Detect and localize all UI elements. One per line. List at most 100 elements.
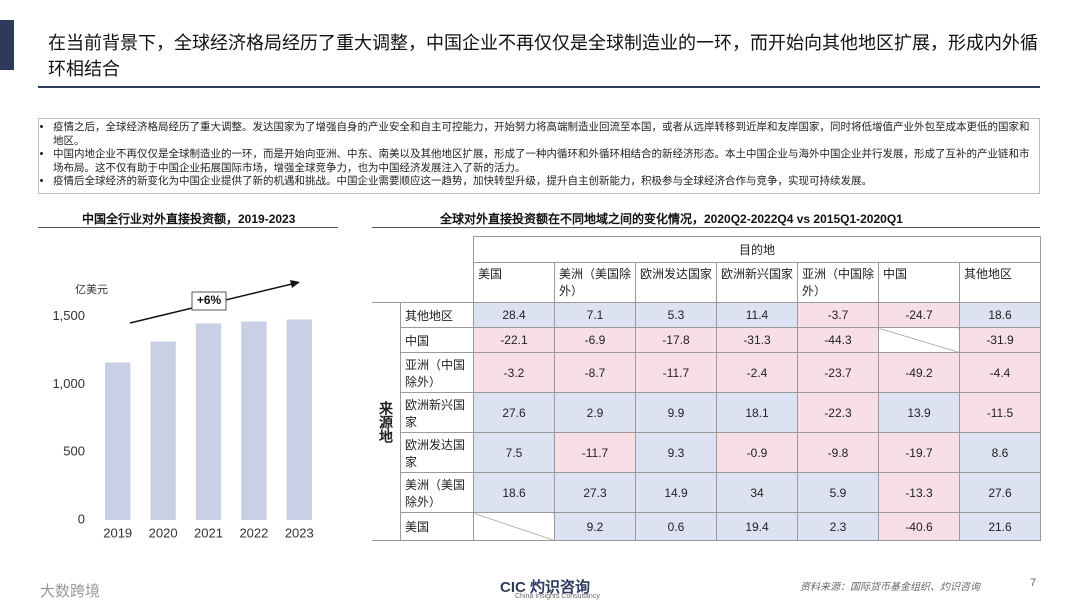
cell: -17.8 <box>635 327 717 353</box>
x-tick-label: 2021 <box>194 525 223 540</box>
cell: 8.6 <box>959 432 1041 473</box>
y-tick-label: 1,500 <box>52 308 85 323</box>
bullet-box: 疫情之后，全球经济格局经历了重大调整。发达国家为了增强自身的产业安全和自主可控能… <box>38 118 1040 194</box>
annotation-box <box>191 291 227 311</box>
row-header: 欧洲发达国家 <box>400 432 474 473</box>
cell: -23.7 <box>797 352 879 393</box>
cell: 34 <box>716 472 798 513</box>
column-header: 美国 <box>473 262 555 303</box>
rule <box>372 227 1040 228</box>
cell: 27.6 <box>959 472 1041 513</box>
bullet: 疫情之后，全球经济格局经历了重大调整。发达国家为了增强自身的产业安全和自主可控能… <box>53 121 1033 148</box>
column-header: 亚洲（中国除外） <box>797 262 879 303</box>
cell: 18.1 <box>716 392 798 433</box>
cell: -31.3 <box>716 327 798 353</box>
rule <box>38 227 338 228</box>
cell: 13.9 <box>878 392 960 433</box>
cell: 0.6 <box>635 512 717 541</box>
cell: -11.7 <box>635 352 717 393</box>
cell: -22.1 <box>473 327 555 353</box>
data-table: 目的地 美国 美洲（美国除外） 欧洲发达国家 欧洲新兴国家 亚洲（中国除外） 中国 其他地区来… <box>372 236 1041 541</box>
cell: 27.3 <box>554 472 636 513</box>
column-header: 欧洲新兴国家 <box>716 262 798 303</box>
cell: -13.3 <box>878 472 960 513</box>
cell: 7.1 <box>554 302 636 328</box>
table-row: 欧洲发达国家 7.5 -11.7 9.3 -0.9 -9.8 -19.7 8.6 <box>372 432 1041 473</box>
bar <box>150 341 176 520</box>
chart: 亿美元 0 500 1,000 1,500 2019 2020 2021 2022 2023 +6% <box>52 280 314 540</box>
column-group: 目的地 <box>473 236 1041 263</box>
bar <box>286 319 313 520</box>
row-header: 欧洲新兴国家 <box>400 392 474 433</box>
cell: 2.9 <box>554 392 636 433</box>
x-tick-label: 2019 <box>103 525 132 540</box>
footer-logo: CIC 灼识咨询 <box>500 579 591 596</box>
y-tick-label: 1,000 <box>52 376 85 391</box>
bar <box>104 362 131 520</box>
chart-title: 中国全行业对外直接投资额，2019-2023 <box>82 212 296 226</box>
cell: 5.9 <box>797 472 879 513</box>
cell: -3.2 <box>473 352 555 393</box>
cell: 27.6 <box>473 392 555 433</box>
source-note: 资料来源：国际货币基金组织、灼识咨询 <box>800 582 980 593</box>
row-header: 亚洲（中国除外） <box>400 352 474 393</box>
bar <box>195 323 222 520</box>
cell: 9.3 <box>635 432 717 473</box>
rule <box>38 86 1040 88</box>
table-row: 中国 -22.1 -6.9 -17.8 -31.3 -44.3 -31.9 <box>372 327 1041 353</box>
cell: -44.3 <box>797 327 879 353</box>
bullet: 中国内地企业不再仅仅是全球制造业的一环，而是开始向亚洲、中东、南美以及其他地区扩… <box>53 148 1033 175</box>
watermark: 大数跨境 <box>40 583 101 600</box>
cell: -11.5 <box>959 392 1041 433</box>
annotation: +6% <box>197 293 222 307</box>
corner <box>372 237 474 303</box>
cell: 21.6 <box>959 512 1041 541</box>
row-header: 其他地区 <box>400 302 474 328</box>
cell: -4.4 <box>959 352 1041 393</box>
x-tick-label: 2022 <box>239 525 268 540</box>
empty-cell <box>878 327 960 353</box>
cell: 2.3 <box>797 512 879 541</box>
column-header: 中国 <box>878 262 960 303</box>
cell: -3.7 <box>797 302 879 328</box>
row-header: 中国 <box>400 327 474 353</box>
cell: 18.6 <box>959 302 1041 328</box>
slide-title: 在当前背景下，全球经济格局经历了重大调整，中国企业不再仅仅是全球制造业的一环，而… <box>48 33 1038 79</box>
cell: -19.7 <box>878 432 960 473</box>
cell: -22.3 <box>797 392 879 433</box>
cell: 19.4 <box>716 512 798 541</box>
cell: -8.7 <box>554 352 636 393</box>
y-tick-label: 500 <box>63 444 85 459</box>
x-tick-label: 2023 <box>285 525 314 540</box>
table-row: 亚洲（中国除外） -3.2 -8.7 -11.7 -2.4 -23.7 -49.2 -4.4 <box>372 352 1041 393</box>
cell: -49.2 <box>878 352 960 393</box>
row-header: 美洲（美国除外） <box>400 472 474 513</box>
accent-bar <box>0 20 14 70</box>
cell: 28.4 <box>473 302 555 328</box>
cell: 9.2 <box>554 512 636 541</box>
table-title: 全球对外直接投资额在不同地域之间的变化情况，2020Q2-2022Q4 vs 2… <box>440 212 903 226</box>
cell: 5.3 <box>635 302 717 328</box>
cell: -40.6 <box>878 512 960 541</box>
cell: -6.9 <box>554 327 636 353</box>
column-header: 美洲（美国除外） <box>554 262 636 303</box>
cell: -2.4 <box>716 352 798 393</box>
table-row: 美国 9.2 0.6 19.4 2.3 -40.6 21.6 <box>372 512 1041 541</box>
cell: 7.5 <box>473 432 555 473</box>
cell: -9.8 <box>797 432 879 473</box>
header-row: 目的地 <box>372 236 1041 263</box>
cell: -11.7 <box>554 432 636 473</box>
cell: 18.6 <box>473 472 555 513</box>
column-header: 欧洲发达国家 <box>635 262 717 303</box>
page-number: 7 <box>1030 577 1037 589</box>
x-tick-label: 2020 <box>149 525 178 540</box>
empty-cell <box>473 512 555 541</box>
cell: 14.9 <box>635 472 717 513</box>
bar <box>241 321 267 520</box>
cell: -24.7 <box>878 302 960 328</box>
y-unit: 亿美元 <box>75 283 108 296</box>
row-group: 来源地 <box>372 302 401 541</box>
table-row: 美洲（美国除外） 18.6 27.3 14.9 34 5.9 -13.3 27.6 <box>372 472 1041 513</box>
cell: -31.9 <box>959 327 1041 353</box>
